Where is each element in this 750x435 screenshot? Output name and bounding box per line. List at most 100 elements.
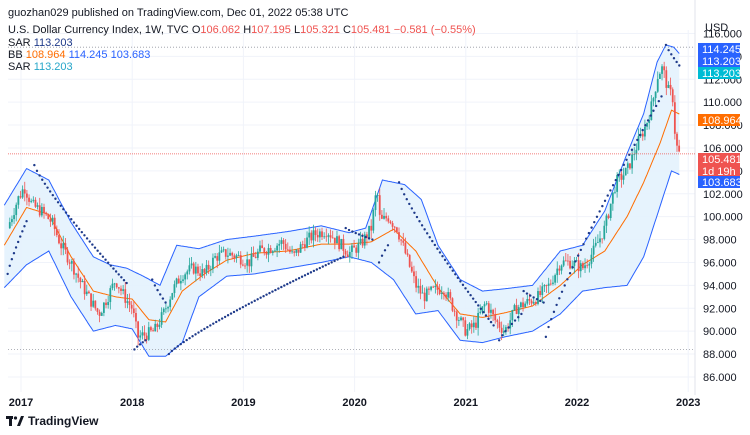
- tradingview-footer[interactable]: TradingView: [6, 414, 98, 428]
- candle-body: [325, 236, 328, 238]
- candle-body: [75, 273, 77, 275]
- candle-body: [592, 245, 595, 255]
- price-axis[interactable]: 116.000114.000112.000110.000108.000106.0…: [703, 28, 743, 384]
- candle-body: [229, 252, 231, 256]
- candle-body: [451, 298, 454, 311]
- sar-dot: [482, 310, 485, 314]
- candle-body: [15, 204, 18, 216]
- candle-body: [199, 273, 202, 276]
- price-badge-label: 114.245: [702, 44, 741, 56]
- candle-body: [376, 195, 379, 196]
- candle-body: [126, 301, 129, 303]
- candle-body: [487, 303, 490, 313]
- candle-body: [19, 196, 22, 198]
- bb-label: BB: [8, 49, 23, 61]
- sar-dot: [354, 231, 357, 235]
- sar-dot: [93, 246, 97, 249]
- sar-dot: [96, 249, 99, 252]
- candle-body: [661, 66, 663, 74]
- publish-line: guozhan029 published on TradingView.com,…: [8, 7, 349, 19]
- sar-dot: [377, 261, 381, 264]
- candle-body: [678, 145, 681, 152]
- candle-body: [220, 250, 223, 253]
- candle-body: [569, 260, 571, 269]
- candle-body: [368, 225, 370, 238]
- candle-body: [596, 242, 599, 244]
- x-tick-label: 2019: [231, 397, 255, 409]
- candle-body: [201, 269, 204, 276]
- sar-dot: [235, 309, 239, 312]
- close-label: C: [342, 24, 351, 36]
- sar-dot: [120, 276, 123, 279]
- y-tick-label: 96.000: [703, 257, 737, 269]
- sar-dot: [542, 301, 545, 304]
- sar-dot: [23, 225, 26, 228]
- candle-body: [539, 291, 542, 295]
- candle-body: [404, 242, 407, 254]
- y-tick-label: 90.000: [703, 326, 737, 338]
- x-tick-label: 2023: [676, 397, 700, 409]
- bollinger-band-fill: [4, 44, 680, 357]
- candle-body: [28, 197, 30, 202]
- sar-dot: [433, 243, 437, 247]
- candle-body: [38, 205, 41, 216]
- bb-indicator[interactable]: BB 108.964 114.245 103.683: [8, 48, 150, 62]
- time-axis[interactable]: 2017 2018 2019 2020 2021 2022 2023: [9, 397, 701, 409]
- sar-dot: [283, 284, 286, 287]
- sar-dot: [294, 278, 298, 281]
- candle-body: [218, 252, 221, 261]
- sar-indicator-1[interactable]: SAR 113.203: [8, 36, 73, 50]
- sar-dot: [601, 204, 604, 208]
- sar-dot: [464, 287, 467, 290]
- candle-body: [282, 240, 285, 244]
- candle-body: [434, 285, 437, 288]
- sar-dot: [59, 204, 62, 207]
- close-value: 105.481: [350, 24, 391, 36]
- sar-dot: [226, 314, 230, 317]
- sar-dot: [630, 148, 634, 152]
- candle-body: [357, 243, 360, 253]
- candle-body: [479, 311, 482, 313]
- sar-dot: [654, 104, 658, 108]
- candle-body: [457, 320, 460, 321]
- candle-body: [466, 329, 469, 336]
- candle-body: [194, 266, 197, 274]
- sar-dot: [321, 265, 324, 268]
- candle-body: [301, 244, 304, 246]
- candle-body: [188, 265, 191, 272]
- candle-body: [17, 196, 20, 205]
- sar-dot: [274, 288, 277, 292]
- candle-body: [224, 249, 227, 257]
- candle-body: [620, 173, 623, 180]
- candle-body: [209, 268, 212, 270]
- bb-upper-value: 114.245: [68, 49, 108, 61]
- sar-dot: [21, 230, 24, 233]
- sar-dot: [383, 249, 387, 252]
- candle-body: [88, 291, 90, 294]
- sar-dot: [520, 312, 523, 316]
- sar-dot: [633, 143, 636, 147]
- sar-dot: [489, 320, 493, 324]
- candle-body: [385, 215, 388, 219]
- sar-dot: [484, 314, 488, 317]
- candle-body: [667, 84, 670, 88]
- price-badge: [698, 153, 740, 165]
- sar-indicator-2[interactable]: SAR 113.203: [8, 60, 73, 74]
- sar2-value: 113.203: [33, 61, 73, 73]
- symbol-name[interactable]: U.S. Dollar Currency Index, 1W, TVC: [8, 24, 189, 36]
- candle-body: [13, 215, 15, 220]
- candle-body: [314, 230, 317, 235]
- price-badge: [698, 176, 740, 188]
- sar-dot: [606, 194, 609, 197]
- y-tick-label: 98.000: [703, 235, 737, 247]
- candle-body: [673, 102, 676, 134]
- sar-dot: [220, 317, 224, 320]
- candle-body: [135, 312, 137, 322]
- sar-dot: [418, 220, 421, 223]
- candle-body: [184, 274, 187, 280]
- sar-dot: [182, 340, 185, 344]
- candle-body: [502, 331, 505, 333]
- low-label: L: [293, 24, 301, 36]
- sar-dot: [535, 297, 539, 301]
